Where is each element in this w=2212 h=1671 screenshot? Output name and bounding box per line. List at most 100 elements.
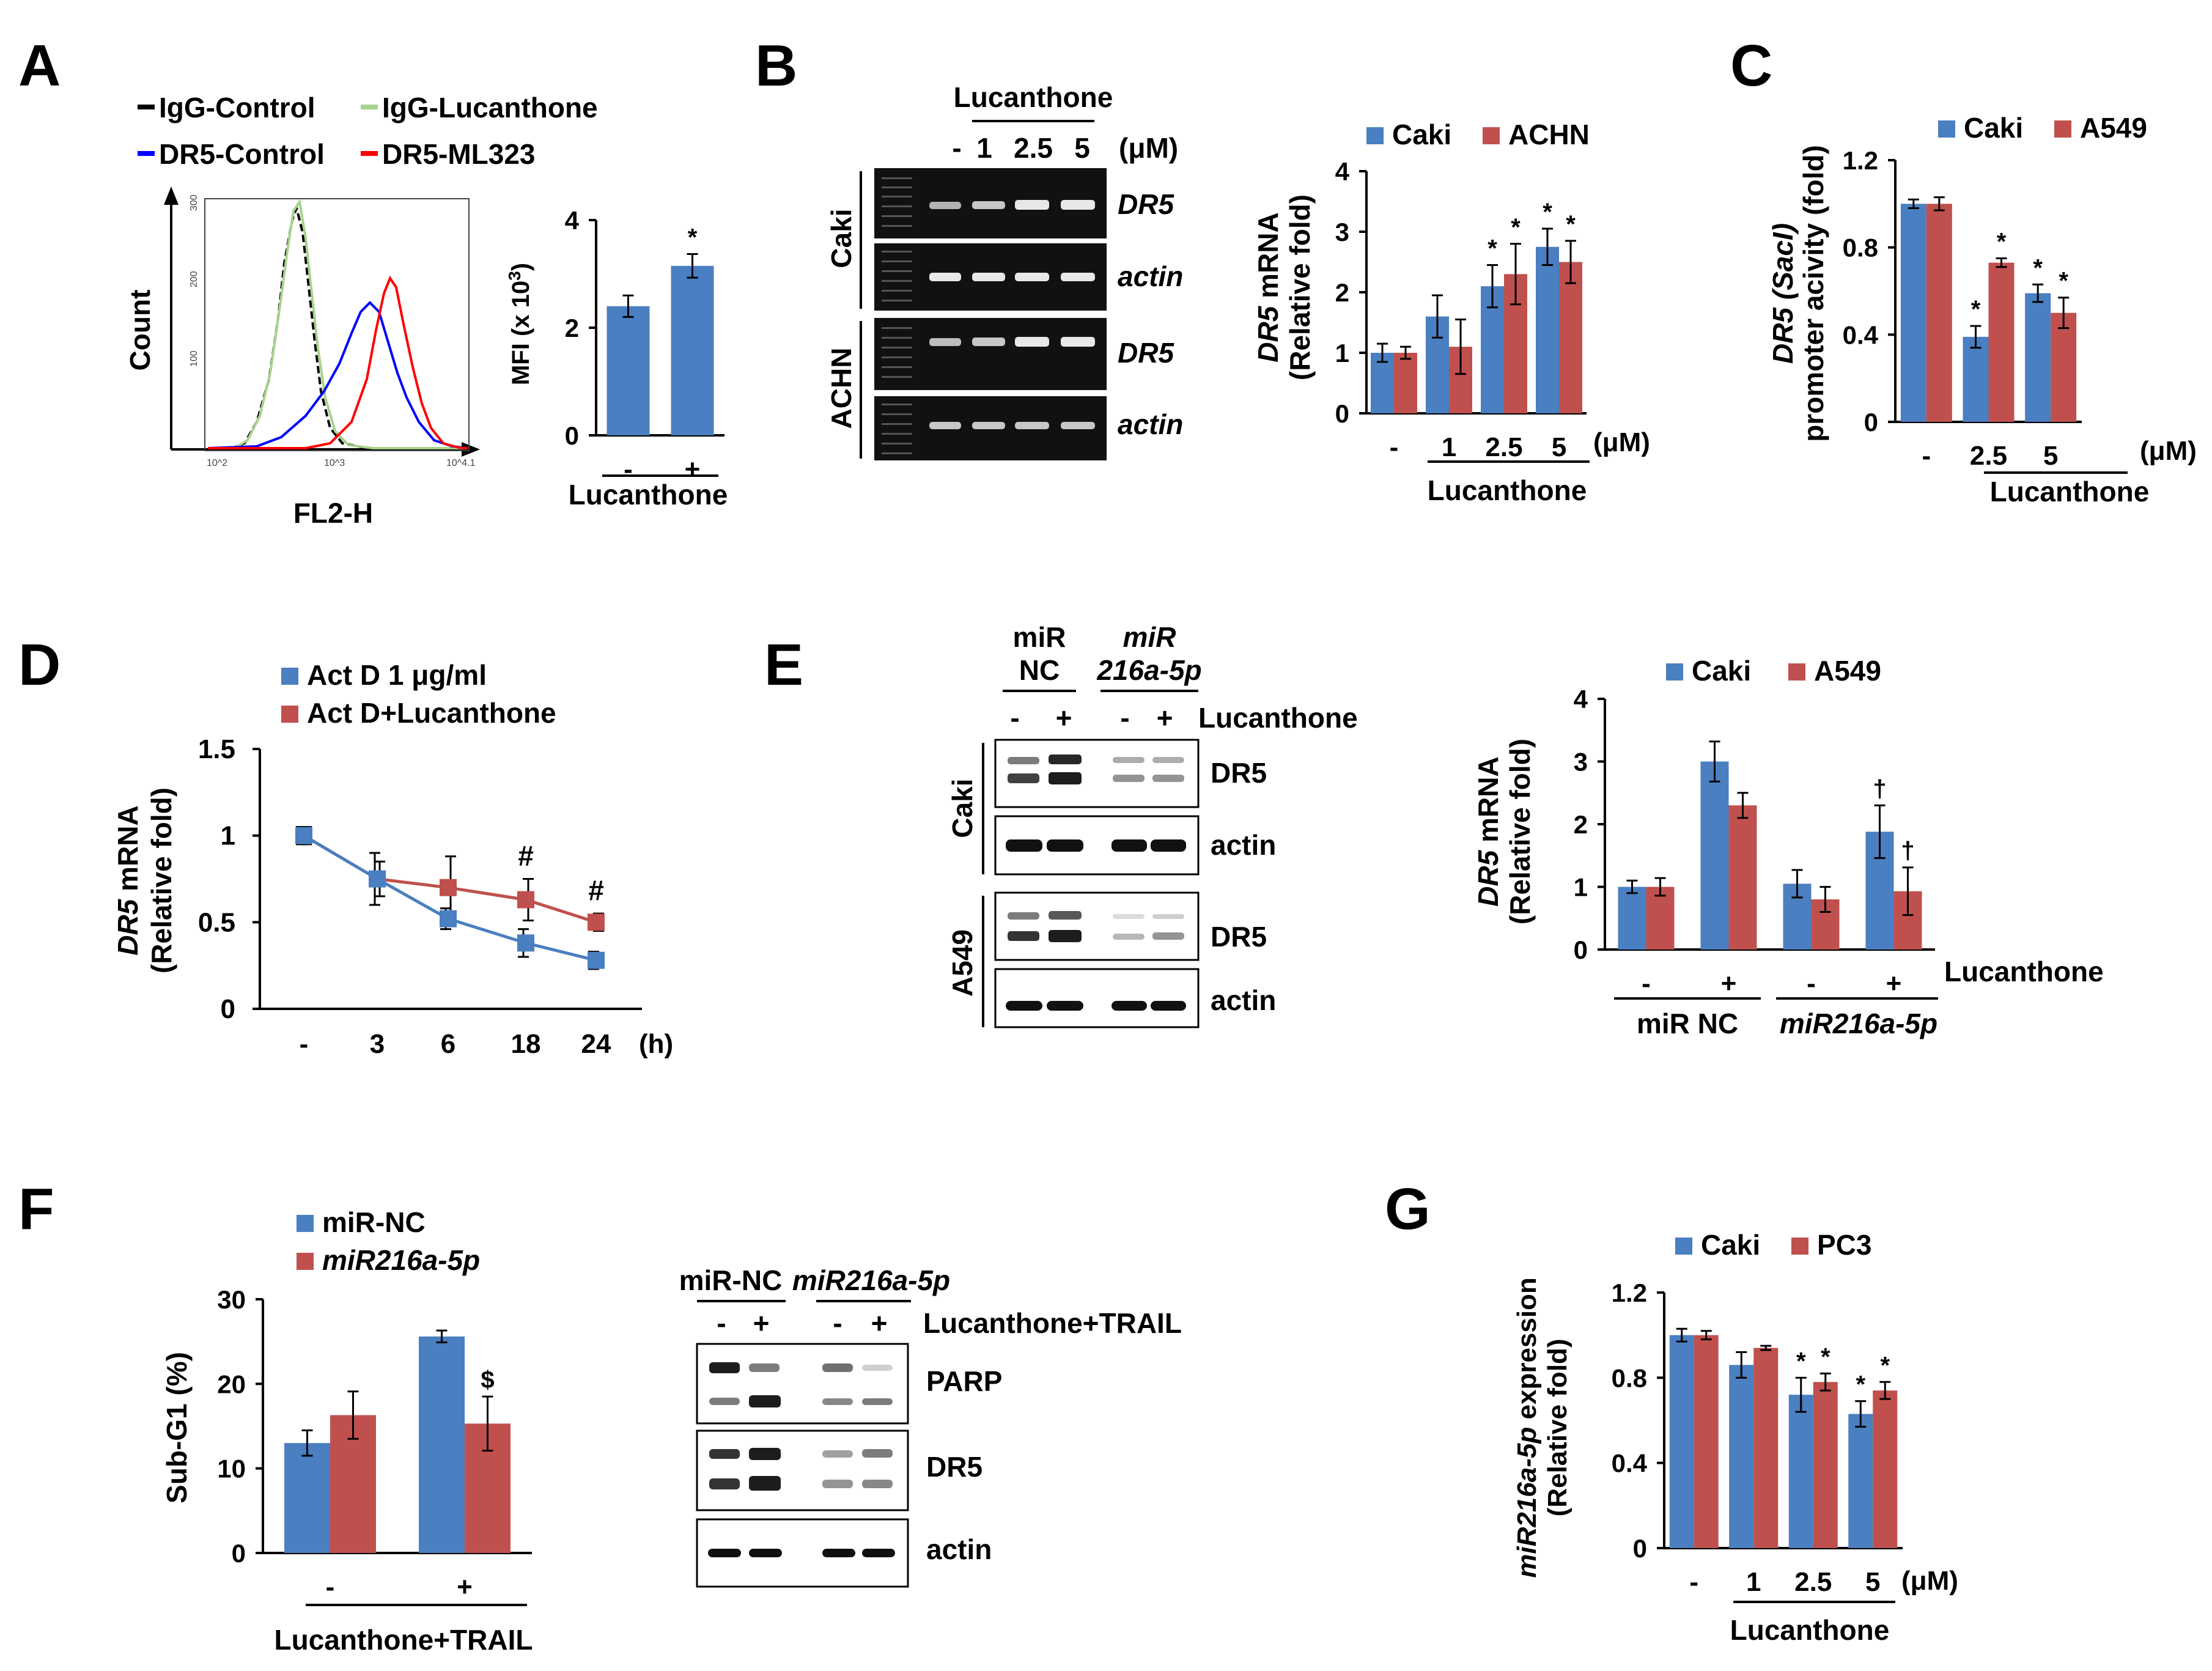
chart-f-legend-label: miR216a-5p xyxy=(322,1244,480,1276)
band xyxy=(1015,337,1049,347)
chart-g-unit: (μM) xyxy=(1901,1566,1958,1596)
chart-b-bar xyxy=(1371,353,1394,413)
gel-e-treat-1: + xyxy=(1056,702,1072,734)
chart-f-legend-label: miR-NC xyxy=(322,1206,426,1238)
chart-e: Caki A549 0 1 2 3 4 - + - † † + Lucanthone miR NC miR21… xyxy=(1472,655,2104,1039)
chart-g-ylabel-rest: expression xyxy=(1512,1277,1542,1427)
chart-e-ytick-label: 0 xyxy=(1574,935,1588,964)
chart-d-legend-label: Act D+Lucanthone xyxy=(307,697,556,729)
gel-b-dose-0: - xyxy=(952,132,961,164)
chart-d-point xyxy=(295,827,312,844)
chart-b-legend-swatch xyxy=(1366,127,1384,144)
chart-d-xtick-label: 6 xyxy=(441,1029,455,1059)
chart-d-point xyxy=(517,891,534,909)
chart-c-legend-label: A549 xyxy=(2080,112,2147,144)
chart-c-unit: (μM) xyxy=(2140,436,2197,466)
chart-c-annotation: * xyxy=(1971,296,1981,323)
chart-f-ylabel: Sub-G1 (%) xyxy=(161,1352,193,1503)
band xyxy=(822,1480,853,1488)
chart-d-annotation: # xyxy=(518,840,534,872)
band xyxy=(822,1363,853,1372)
chart-e-xtick-label: - xyxy=(1642,968,1651,998)
chart-e-ylabel-1: DR5 mRNA xyxy=(1472,756,1504,906)
band xyxy=(1047,839,1083,852)
chart-d-ytick-label: 1 xyxy=(221,821,235,851)
chart-c-ylabel-italic: DR5 (SacI) xyxy=(1767,223,1799,364)
gel-e-group-216: 216a-5p xyxy=(1096,654,1201,686)
band xyxy=(1152,775,1184,782)
flow-ytick-300: 300 xyxy=(189,194,199,211)
gel-b-label-actin-1: actin xyxy=(1118,260,1183,292)
chart-d-point xyxy=(517,934,534,952)
chart-d-point xyxy=(369,870,386,888)
chart-c: Caki A549 0 0.4 0.8 1.2 - * * 2.5 * * 5 (μM) Lucanthon… xyxy=(1767,112,2197,507)
chart-g-ytick-label: 0.8 xyxy=(1612,1363,1647,1392)
panel-letter-f: F xyxy=(18,1176,54,1242)
chart-c-annotation: * xyxy=(2033,254,2043,281)
chart-b-annotation: * xyxy=(1566,211,1576,238)
chart-b-legend-label: ACHN xyxy=(1508,119,1590,150)
chart-g-ytick-label: 1.2 xyxy=(1612,1278,1647,1307)
chart-b-bar xyxy=(1559,262,1582,413)
chart-c-bar xyxy=(1900,204,1926,422)
chart-d-xtick-label: 3 xyxy=(370,1029,385,1059)
band xyxy=(929,422,961,429)
flow-curve-igg-control xyxy=(208,204,468,449)
band xyxy=(1008,773,1039,783)
chart-d-ylabel-2: (Relative fold) xyxy=(146,788,177,973)
chart-e-bar xyxy=(1618,887,1646,950)
chart-b-bar xyxy=(1394,353,1417,413)
panel-letter-b: B xyxy=(755,33,797,98)
chart-b-unit: (μM) xyxy=(1593,427,1650,457)
chart-g-legend-label: PC3 xyxy=(1817,1229,1871,1261)
chart-f-ytick-label: 30 xyxy=(217,1285,246,1314)
chart-b-xtick-label: 1 xyxy=(1442,432,1456,462)
gel-f-label-dr5: DR5 xyxy=(926,1451,982,1483)
chart-c-xtick-label: 5 xyxy=(2043,441,2058,471)
chart-d: Act D 1 μg/ml Act D+Lucanthone 0 0.5 1 1.5 - 3 6… xyxy=(112,659,673,1059)
legend-label-igg-control: IgG-Control xyxy=(159,92,315,124)
band xyxy=(1015,273,1049,281)
band xyxy=(1151,839,1186,852)
flow-curve-igg-lucanthone xyxy=(207,198,468,449)
chart-g-ylabel-1: miR216a-5p expression xyxy=(1512,1277,1542,1578)
chart-b-annotation: * xyxy=(1488,235,1497,262)
flow-xtick-1: 10^2 xyxy=(207,458,227,468)
gel-f-treat-0: - xyxy=(717,1307,726,1339)
mfi-bar xyxy=(671,265,714,435)
mfi-ylabel: MFI (x 103) xyxy=(505,263,534,385)
band xyxy=(1112,839,1147,852)
band xyxy=(1151,1001,1186,1011)
chart-g-bar xyxy=(1753,1348,1779,1548)
band xyxy=(972,338,1005,346)
band xyxy=(749,1363,780,1372)
gel-b-label-dr5-2: DR5 xyxy=(1118,337,1174,369)
chart-d-point xyxy=(588,913,605,931)
flow-xlabel: FL2-H xyxy=(293,497,373,529)
chart-f-legend-swatch xyxy=(297,1215,314,1232)
chart-f-annotation: $ xyxy=(481,1367,494,1393)
chart-b-xtick-label: - xyxy=(1390,432,1399,462)
gel-f-group-216: miR216a-5p xyxy=(792,1264,950,1296)
gel-e-treat-2: - xyxy=(1120,702,1129,734)
panel-letter-c: C xyxy=(1730,33,1772,98)
band xyxy=(822,1549,855,1557)
band xyxy=(1049,754,1082,764)
gel-f-treat-2: - xyxy=(833,1307,842,1339)
chart-f-ytick-label: 0 xyxy=(232,1539,246,1568)
band xyxy=(1152,757,1184,763)
gel-b-dose-1: 1 xyxy=(976,132,992,164)
chart-g-ytick-label: 0.4 xyxy=(1612,1449,1648,1478)
band xyxy=(709,1478,740,1489)
chart-g-annotation: * xyxy=(1796,1348,1806,1374)
legend-label-igg-lucanthone: IgG-Lucanthone xyxy=(382,92,598,124)
legend-swatch-igg-lucanthone xyxy=(361,105,378,109)
band xyxy=(1015,200,1049,210)
chart-g-legend-label: Caki xyxy=(1701,1229,1760,1261)
chart-g-bar xyxy=(1848,1414,1873,1548)
flow-y-arrow-icon xyxy=(164,186,179,205)
gel-e: DR5 actin DR5 actin Caki A549 xyxy=(946,739,1276,1028)
chart-b-legend-label: Caki xyxy=(1392,119,1451,150)
chart-d-xunit: (h) xyxy=(639,1029,673,1059)
chart-g-ytick-label: 0 xyxy=(1633,1534,1647,1563)
